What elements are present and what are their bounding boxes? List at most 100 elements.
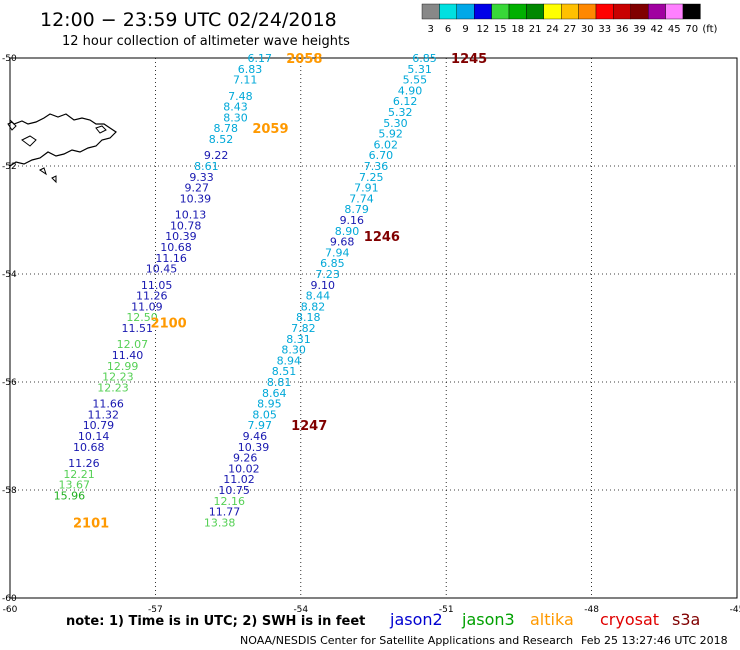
legend-swatch <box>595 3 614 20</box>
legend-swatch <box>421 3 440 20</box>
wave-height-value: 7.91 <box>354 182 379 195</box>
legend-swatch <box>474 3 492 20</box>
wave-height-value: 13.67 <box>58 479 90 492</box>
wave-height-value: 5.30 <box>383 117 408 130</box>
wave-height-value: 15.96 <box>54 489 85 502</box>
wave-height-value: 5.32 <box>388 106 413 119</box>
pass-time-label: 2059 <box>252 122 288 137</box>
legend-label: 12 <box>477 24 490 35</box>
wave-height-value: 8.82 <box>301 300 326 313</box>
falkland-islands-landmass <box>7 113 117 184</box>
lat-tick-label: -58 <box>2 486 17 496</box>
wave-height-value: 7.25 <box>359 171 384 184</box>
wave-height-value: 9.16 <box>340 214 365 227</box>
legend-label: 36 <box>616 24 629 35</box>
wave-height-value: 5.31 <box>407 63 432 76</box>
pass-time-label: 1245 <box>451 52 487 67</box>
wave-height-value: 10.68 <box>160 241 192 254</box>
color-legend: 3 6 9 12 15 18 21 24 27 30 33 36 39 42 45 70 (ft) <box>421 3 718 35</box>
wave-height-value: 8.31 <box>286 333 311 346</box>
wave-height-value: 8.52 <box>209 133 234 146</box>
wave-height-value: 11.26 <box>68 457 100 470</box>
wave-height-value: 9.68 <box>330 236 355 249</box>
wave-height-value: 8.18 <box>296 311 321 324</box>
satellite-legend: jason2 jason3 altika cryosat s3a <box>389 610 700 629</box>
wave-height-value: 8.30 <box>281 344 306 357</box>
satellite-label-s3a: s3a <box>672 610 700 629</box>
wave-height-value: 9.33 <box>189 171 214 184</box>
wave-height-value: 10.39 <box>180 192 212 205</box>
wave-height-value: 7.11 <box>233 74 257 87</box>
wave-height-value: 11.09 <box>131 300 163 313</box>
wave-height-value: 8.78 <box>214 122 239 135</box>
wave-height-value: 9.27 <box>184 182 209 195</box>
wave-height-value: 7.97 <box>247 419 272 432</box>
wave-height-value: 10.78 <box>170 219 202 232</box>
wave-height-value: 8.81 <box>267 376 292 389</box>
wave-height-value: 8.95 <box>257 398 282 411</box>
wave-height-value: 10.14 <box>78 430 110 443</box>
lon-tick-label: -51 <box>439 605 454 615</box>
wave-height-value: 12.07 <box>117 338 149 351</box>
lon-tick-label: -57 <box>148 605 163 615</box>
pass-time-label: 1246 <box>364 230 400 245</box>
legend-swatch <box>578 3 597 20</box>
satellite-label-cryosat: cryosat <box>600 610 659 629</box>
wave-height-value: 7.23 <box>315 268 340 281</box>
legend-label: 42 <box>651 24 664 35</box>
wave-height-value: 8.05 <box>252 408 276 421</box>
wave-height-value: 10.39 <box>165 230 197 243</box>
pass-time-label: 2101 <box>73 516 109 531</box>
wave-height-value: 11.66 <box>92 398 124 411</box>
lon-tick-label: -48 <box>584 605 599 615</box>
wave-height-value: 13.38 <box>204 516 236 529</box>
wave-height-value: 4.90 <box>398 84 423 97</box>
legend-label: 70 <box>685 24 698 35</box>
legend-swatch <box>526 3 545 20</box>
wave-height-value: 7.82 <box>291 322 316 335</box>
legend-swatch <box>665 3 684 20</box>
legend-swatch <box>491 3 510 20</box>
legend-label: 15 <box>494 24 507 35</box>
wave-height-value: 12.21 <box>63 468 95 481</box>
wave-height-value: 10.02 <box>228 462 260 475</box>
legend-swatch <box>613 3 632 20</box>
wave-height-value: 11.16 <box>155 252 187 265</box>
legend-swatch <box>456 3 475 20</box>
wave-height-value: 7.94 <box>325 246 350 259</box>
wave-height-value: 10.13 <box>175 209 207 222</box>
lat-tick-label: -60 <box>2 594 17 604</box>
wave-height-value: 9.10 <box>310 279 335 292</box>
legend-label: 9 <box>462 24 468 35</box>
wave-height-value: 9.26 <box>233 452 257 465</box>
lat-tick-label: -50 <box>2 54 17 64</box>
wave-height-value: 7.36 <box>364 160 389 173</box>
wave-height-value: 8.79 <box>344 203 369 216</box>
legend-label: 3 <box>428 24 434 35</box>
satellite-label-jason2: jason2 <box>389 610 443 629</box>
wave-height-value: 8.64 <box>262 387 287 400</box>
legend-label: 18 <box>511 24 524 35</box>
wave-height-value: 11.51 <box>121 322 152 335</box>
axis-tick-labels: -60 -57 -54 -51 -48 -45 -50 -52 -54 -56 -58 -60 <box>2 54 740 615</box>
wave-height-value: 10.45 <box>146 263 178 276</box>
wave-height-value: 7.48 <box>228 90 253 103</box>
map-plot-area: -60 -57 -54 -51 -48 -45 -50 -52 -54 -56 -58 -60 6.1… <box>2 52 740 615</box>
lon-tick-label: -60 <box>3 605 18 615</box>
lat-tick-label: -56 <box>2 378 17 388</box>
wave-height-value: 8.94 <box>277 354 302 367</box>
lon-tick-label: -54 <box>293 605 308 615</box>
wave-height-value: 8.43 <box>223 101 248 114</box>
wave-height-value: 10.68 <box>73 441 105 454</box>
legend-label: 45 <box>668 24 681 35</box>
wave-height-value: 11.77 <box>209 506 241 519</box>
wave-height-value: 9.46 <box>243 430 268 443</box>
legend-unit: (ft) <box>702 24 717 35</box>
wave-height-value: 12.23 <box>97 381 128 394</box>
wave-height-value: 12.50 <box>126 311 158 324</box>
wave-height-value: 8.61 <box>194 160 219 173</box>
wave-height-value: 11.40 <box>112 349 144 362</box>
pass-time-label: 1247 <box>291 419 327 434</box>
wave-height-value: 11.32 <box>88 408 120 421</box>
